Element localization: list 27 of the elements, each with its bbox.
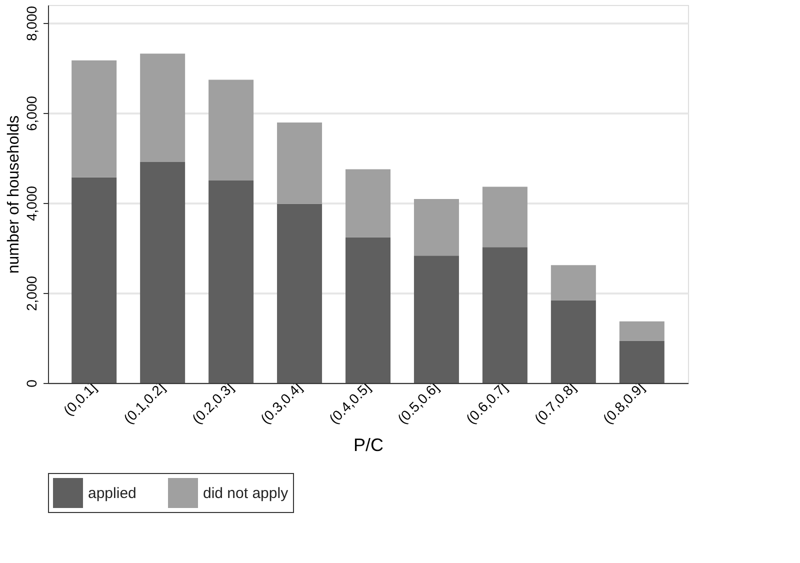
legend-label: applied [88, 485, 136, 502]
bar [414, 198, 459, 256]
y-tick-label: 2,000 [24, 276, 40, 312]
x-axis-title: P/C [353, 434, 384, 455]
bar [346, 237, 390, 383]
bar [550, 265, 596, 300]
y-axis-title: number of households [6, 115, 22, 274]
legend-label: did not apply [203, 485, 289, 502]
bar [619, 340, 664, 383]
bar [482, 247, 528, 383]
bar [619, 321, 664, 341]
bar [414, 256, 459, 383]
bar [277, 204, 322, 383]
bar [482, 186, 528, 248]
bar [277, 122, 322, 204]
y-tick-label: 6,000 [24, 96, 40, 132]
bar [72, 177, 117, 383]
bar [140, 162, 186, 383]
bar [208, 180, 254, 383]
bar [208, 80, 254, 180]
bar [550, 300, 596, 383]
bar [346, 169, 390, 238]
bar [140, 54, 186, 162]
y-tick-label: 8,000 [24, 6, 40, 42]
y-tick-label: 4,000 [24, 186, 40, 222]
bar [72, 60, 117, 178]
y-tick-label: 0 [24, 379, 40, 388]
